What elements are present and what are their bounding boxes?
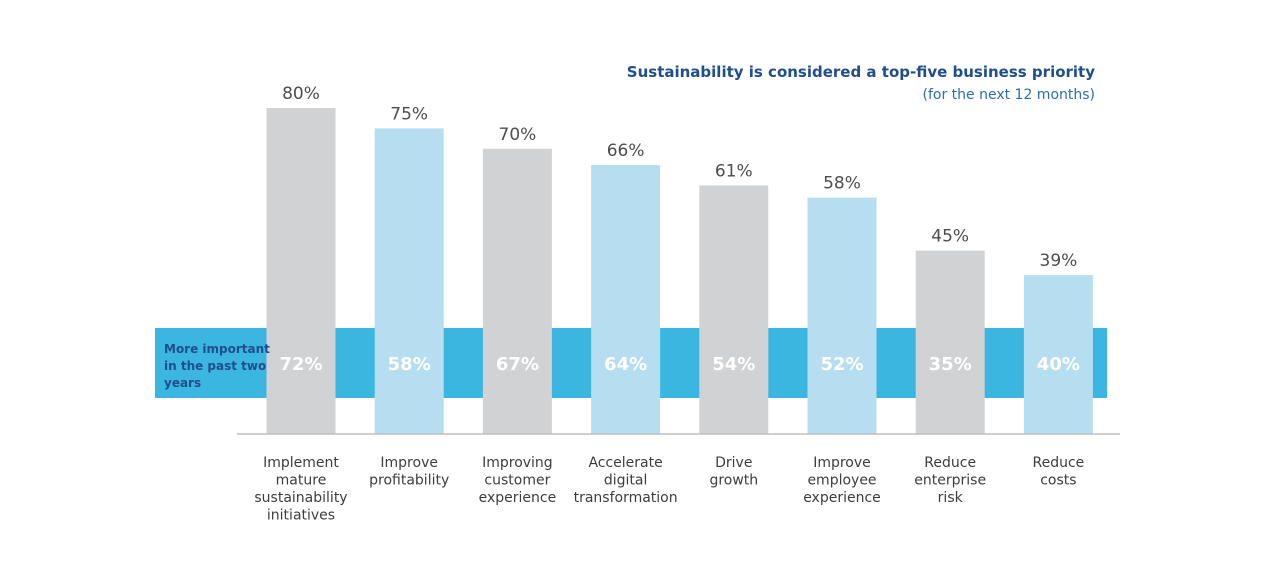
bar-value-label: 39% [1040, 251, 1078, 271]
category-label: transformation [574, 490, 678, 506]
bar-value-label: 75% [390, 104, 428, 124]
bar [915, 250, 985, 434]
bar [482, 148, 552, 434]
chart-title: Sustainability is considered a top-five … [626, 63, 1095, 81]
category-label: initiatives [267, 508, 335, 524]
category-label: customer [484, 473, 550, 489]
band-series-label: More important in the past two years [164, 342, 270, 390]
bar-value-label: 80% [282, 84, 320, 104]
category-label: profitability [369, 473, 449, 489]
bar [266, 108, 336, 434]
category-label: Improving [482, 455, 553, 471]
category-label: risk [938, 490, 964, 506]
bar-value-label: 58% [823, 174, 861, 194]
category-label: enterprise [914, 473, 986, 489]
category-label: growth [709, 473, 758, 489]
category-label: Improve [813, 455, 871, 471]
band-value-label: 64% [604, 354, 647, 375]
bar-value-label: 45% [931, 227, 969, 247]
category-label: costs [1040, 473, 1076, 489]
bar [374, 128, 444, 434]
chart-subtitle: (for the next 12 months) [922, 87, 1095, 103]
bar-value-label: 70% [499, 125, 537, 145]
band-value-label: 54% [712, 354, 755, 375]
bar [1023, 275, 1093, 434]
band-value-label: 35% [929, 354, 972, 375]
bar [699, 185, 769, 434]
category-label: Implement [263, 455, 339, 471]
band-value-label: 52% [820, 354, 863, 375]
category-label: mature [276, 473, 327, 489]
band-value-label: 72% [279, 354, 322, 375]
category-label: experience [479, 490, 557, 506]
bar-value-label: 61% [715, 161, 753, 181]
band-value-label: 40% [1037, 354, 1080, 375]
band-value-label: 67% [496, 354, 539, 375]
category-label: Improve [380, 455, 438, 471]
category-label: sustainability [254, 490, 347, 506]
category-label: Drive [715, 455, 752, 471]
category-label: Reduce [1033, 455, 1085, 471]
category-label: experience [803, 490, 881, 506]
category-label: Accelerate [588, 455, 662, 471]
bar-value-label: 66% [607, 141, 645, 161]
category-label: digital [604, 473, 648, 489]
category-label: Reduce [924, 455, 976, 471]
bar [807, 197, 877, 434]
band-value-label: 58% [388, 354, 431, 375]
category-label: employee [807, 473, 876, 489]
bar [591, 165, 661, 435]
